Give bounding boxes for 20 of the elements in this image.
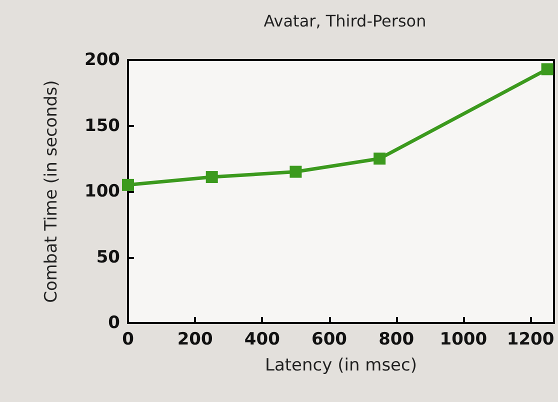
point — [206, 171, 218, 184]
x-tick-label: 1200 — [506, 330, 554, 350]
x-tick-label: 600 — [312, 330, 348, 350]
x-tick-label: 1000 — [440, 330, 488, 350]
y-tick-label: 50 — [96, 247, 120, 268]
point — [374, 152, 386, 165]
y-axis-title: Combat Time (in seconds) — [42, 80, 62, 303]
x-axis-title: Latency (in msec) — [265, 356, 417, 376]
y-tick-label: 100 — [84, 182, 120, 202]
point — [541, 63, 554, 76]
x-tick-label: 400 — [244, 330, 280, 350]
y-tick-label: 200 — [84, 50, 120, 70]
y-tick-label: 0 — [108, 313, 120, 333]
chart-title: Avatar, Third-Person — [264, 12, 426, 30]
point — [290, 166, 302, 178]
y-tick-label: 150 — [84, 116, 120, 136]
x-tick-label: 200 — [177, 330, 213, 350]
x-tick-label: 0 — [122, 330, 134, 350]
x-tick-label: 800 — [378, 330, 414, 350]
point — [122, 178, 134, 191]
